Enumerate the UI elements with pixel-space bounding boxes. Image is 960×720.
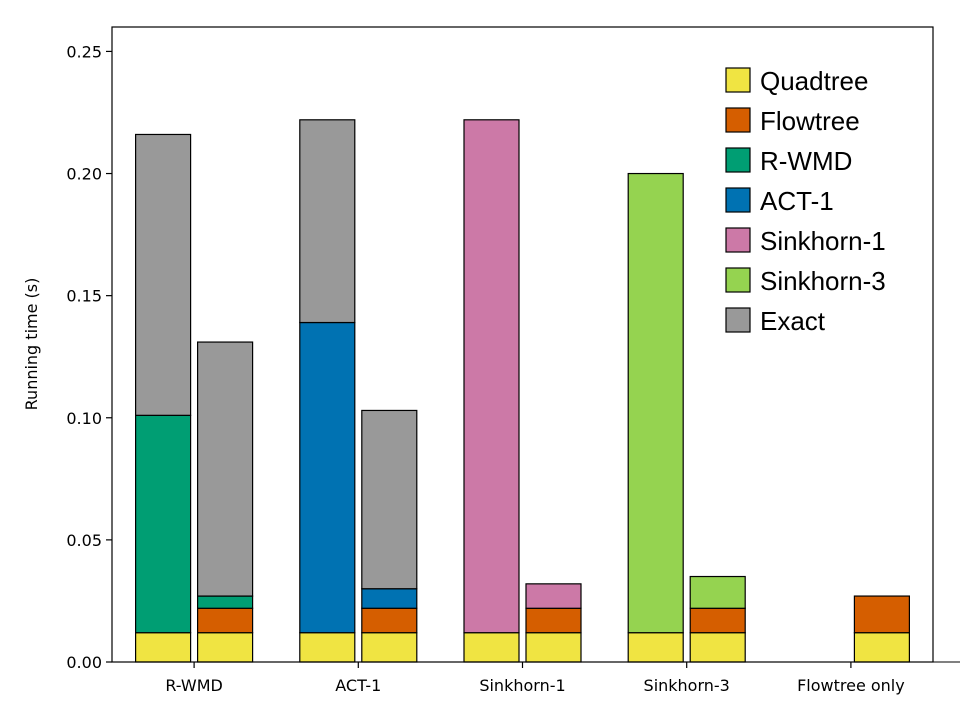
bar-segment-flowtree <box>197 607 254 634</box>
legend-item-flowtree: Flowtree <box>725 106 860 136</box>
y-tick-label: 0.20 <box>66 165 102 184</box>
legend-swatch <box>725 187 751 213</box>
bar-flowtree-only-center <box>853 595 911 663</box>
bar-segment-quadtree <box>463 632 520 663</box>
y-tick-label: 0.10 <box>66 409 102 428</box>
bars-layer <box>135 119 960 663</box>
bar-segment-exact <box>197 341 254 597</box>
legend-swatch <box>725 107 751 133</box>
legend-swatch <box>725 267 751 293</box>
bar-segment-r-wmd <box>135 414 192 634</box>
x-tick-label-sinkhorn-3: Sinkhorn-3 <box>644 676 730 695</box>
bar-act-1-right <box>361 409 418 663</box>
legend-label: Sinkhorn-3 <box>760 266 886 296</box>
bar-r-wmd-right <box>197 341 254 663</box>
legend-swatch <box>725 307 751 333</box>
y-tick-label: 0.00 <box>66 653 102 672</box>
legend-item-sinkhorn-1: Sinkhorn-1 <box>725 226 886 256</box>
legend-item-exact: Exact <box>725 306 826 336</box>
legend-swatch <box>725 227 751 253</box>
legend-label: Exact <box>760 306 826 336</box>
bar-act-1-left <box>299 119 356 663</box>
bar-segment-quadtree <box>525 632 582 663</box>
y-tick-label: 0.25 <box>66 42 102 61</box>
bar-segment-sinkhorn-3 <box>689 575 746 609</box>
x-tick-label-sinkhorn-1: Sinkhorn-1 <box>479 676 565 695</box>
legend-label: Flowtree <box>760 106 860 136</box>
legend-item-quadtree: Quadtree <box>725 66 868 96</box>
bar-segment-quadtree <box>853 632 911 663</box>
x-tick-label-act-1: ACT-1 <box>335 676 381 695</box>
bar-segment-quadtree <box>135 632 192 663</box>
bar-segment-quadtree <box>197 632 254 663</box>
bar-segment-sinkhorn-1 <box>525 583 582 609</box>
y-tick-label: 0.15 <box>66 287 102 306</box>
y-tick-label: 0.05 <box>66 531 102 550</box>
bar-sinkhorn-3-left <box>627 172 684 663</box>
legend-swatch <box>725 147 751 173</box>
bar-sinkhorn-1-right <box>525 583 582 663</box>
bar-segment-exact <box>361 409 418 590</box>
legend-item-act-1: ACT-1 <box>725 186 834 216</box>
bar-segment-exact <box>299 119 356 324</box>
bar-segment-flowtree <box>689 607 746 634</box>
bar-segment-quadtree <box>361 632 418 663</box>
bar-segment-exact <box>135 133 192 416</box>
bar-sinkhorn-3-right <box>689 575 746 663</box>
bar-segment-flowtree <box>853 595 911 634</box>
legend-label: Sinkhorn-1 <box>760 226 886 256</box>
legend-swatch <box>725 67 751 93</box>
x-tick-label-r-wmd: R-WMD <box>165 676 223 695</box>
bar-r-wmd-left <box>135 133 192 663</box>
legend-item-sinkhorn-3: Sinkhorn-3 <box>725 266 886 296</box>
bar-segment-quadtree <box>689 632 746 663</box>
bar-segment-sinkhorn-3 <box>627 172 684 634</box>
bar-segment-flowtree <box>361 607 418 634</box>
x-axis: R-WMD ACT-1 Sinkhorn-1 Sinkhorn-3 Flowtree o… <box>165 662 905 695</box>
x-tick-label-flowtree-only: Flowtree only <box>797 676 905 695</box>
bar-segment-flowtree <box>525 607 582 634</box>
bar-segment-act-1 <box>361 588 418 609</box>
y-axis-title: Running time (s) <box>22 278 41 411</box>
legend-label: Quadtree <box>760 66 868 96</box>
y-axis: 0.00 0.05 0.10 0.15 0.20 0.25 <box>66 42 112 672</box>
legend-label: ACT-1 <box>760 186 834 216</box>
legend-label: R-WMD <box>760 146 852 176</box>
legend: Quadtree Flowtree R-WMD ACT-1 Sinkhorn-1 Sink… <box>725 66 886 336</box>
bar-sinkhorn-1-left <box>463 119 520 663</box>
bar-segment-quadtree <box>299 632 356 663</box>
bar-segment-quadtree <box>627 632 684 663</box>
bar-segment-act-1 <box>299 321 356 634</box>
legend-item-r-wmd: R-WMD <box>725 146 852 176</box>
bar-segment-r-wmd <box>197 595 254 609</box>
bar-segment-sinkhorn-1 <box>463 119 520 634</box>
